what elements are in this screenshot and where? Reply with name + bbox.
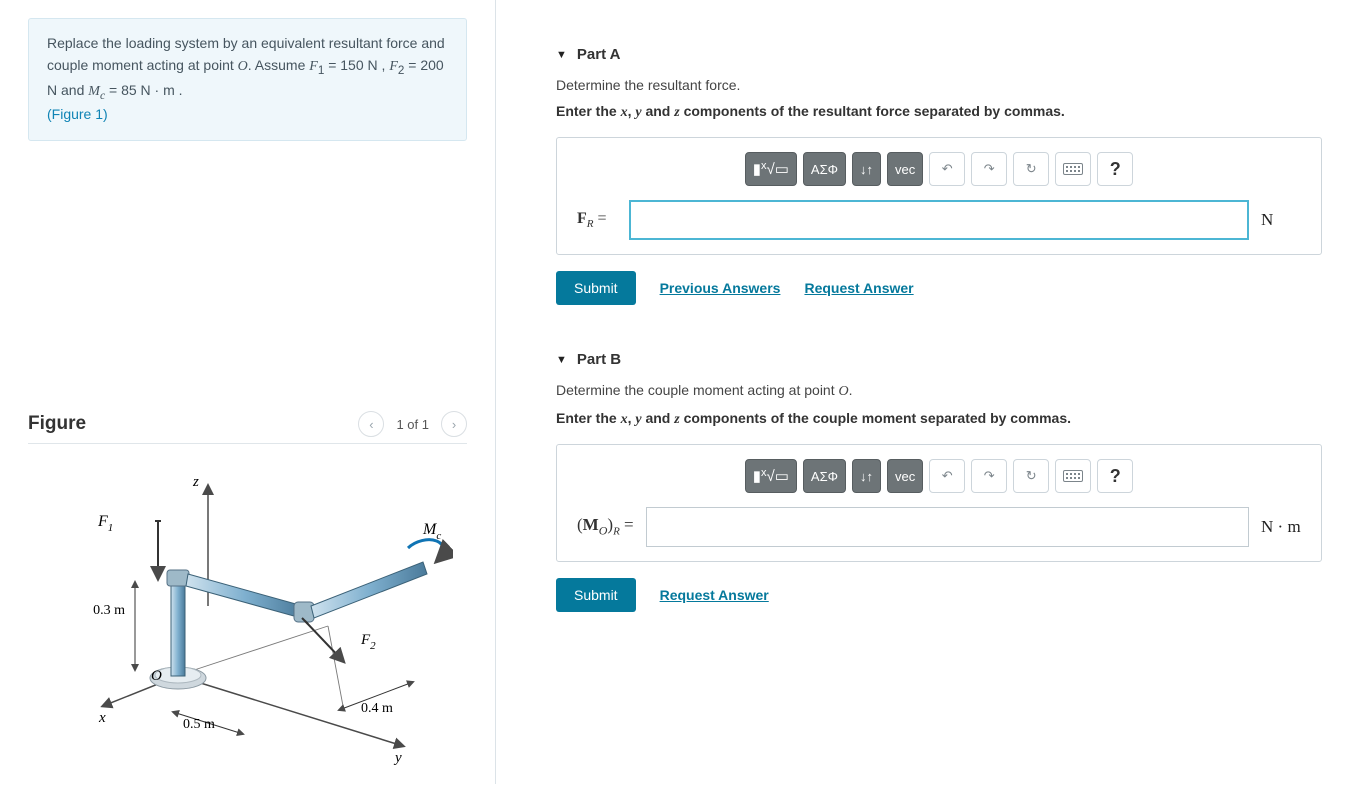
part-a-unit: N bbox=[1261, 210, 1301, 230]
svg-text:y: y bbox=[393, 750, 402, 766]
vec-button[interactable]: vec bbox=[887, 152, 923, 186]
part-a: ▼ Part A Determine the resultant force. … bbox=[496, 18, 1332, 323]
redo-button[interactable]: ↷ bbox=[971, 152, 1007, 186]
part-b-answer-input[interactable] bbox=[646, 507, 1249, 547]
part-b-unit: N · m bbox=[1261, 517, 1301, 537]
figure-canvas: z y x O bbox=[28, 466, 467, 766]
point-O: O bbox=[238, 59, 248, 74]
problem-statement: Replace the loading system by an equival… bbox=[28, 18, 467, 141]
help-button[interactable]: ? bbox=[1097, 152, 1133, 186]
keyboard-icon bbox=[1063, 470, 1083, 482]
svg-text:F2: F2 bbox=[360, 632, 376, 652]
reset-button[interactable]: ↻ bbox=[1013, 459, 1049, 493]
svg-text:0.5 m: 0.5 m bbox=[183, 717, 215, 732]
figure-section: Figure ‹ 1 of 1 › bbox=[28, 411, 467, 766]
help-button[interactable]: ? bbox=[1097, 459, 1133, 493]
svg-text:0.3 m: 0.3 m bbox=[93, 603, 125, 618]
part-a-title: Part A bbox=[577, 46, 621, 63]
svg-text:O: O bbox=[151, 668, 162, 684]
caret-down-icon: ▼ bbox=[556, 354, 567, 366]
figure-svg: z y x O bbox=[43, 466, 453, 766]
templates-button[interactable]: ▮x√▭ bbox=[745, 152, 797, 186]
subsup-button[interactable]: ↓↑ bbox=[852, 459, 881, 493]
figure-next-button[interactable]: › bbox=[441, 411, 467, 437]
part-b-description: Determine the couple moment acting at po… bbox=[556, 382, 1322, 400]
part-a-answer-box: ▮x√▭ ΑΣΦ ↓↑ vec ↶ ↷ ↻ ? FR = bbox=[556, 137, 1322, 255]
caret-down-icon: ▼ bbox=[556, 49, 567, 61]
figure-counter: 1 of 1 bbox=[390, 417, 435, 432]
part-a-submit-button[interactable]: Submit bbox=[556, 271, 636, 305]
undo-button[interactable]: ↶ bbox=[929, 152, 965, 186]
right-panel: ▼ Part A Determine the resultant force. … bbox=[495, 0, 1360, 784]
equation-toolbar-b: ▮x√▭ ΑΣΦ ↓↑ vec ↶ ↷ ↻ ? bbox=[571, 459, 1307, 493]
part-a-header[interactable]: ▼ Part A bbox=[556, 46, 1322, 63]
figure-prev-button[interactable]: ‹ bbox=[358, 411, 384, 437]
keyboard-button[interactable] bbox=[1055, 152, 1091, 186]
greek-button[interactable]: ΑΣΦ bbox=[803, 459, 846, 493]
figure-link[interactable]: (Figure 1) bbox=[47, 106, 108, 122]
greek-button[interactable]: ΑΣΦ bbox=[803, 152, 846, 186]
part-b-title: Part B bbox=[577, 351, 621, 368]
figure-nav: ‹ 1 of 1 › bbox=[358, 411, 467, 437]
vec-button[interactable]: vec bbox=[887, 459, 923, 493]
keyboard-icon bbox=[1063, 163, 1083, 175]
part-b-prompt: Enter the x, y and z components of the c… bbox=[556, 410, 1322, 428]
equation-toolbar-a: ▮x√▭ ΑΣΦ ↓↑ vec ↶ ↷ ↻ ? bbox=[571, 152, 1307, 186]
svg-text:z: z bbox=[192, 474, 199, 490]
left-panel: Replace the loading system by an equival… bbox=[0, 0, 495, 784]
subsup-button[interactable]: ↓↑ bbox=[852, 152, 881, 186]
redo-button[interactable]: ↷ bbox=[971, 459, 1007, 493]
part-b-submit-button[interactable]: Submit bbox=[556, 578, 636, 612]
svg-text:0.4 m: 0.4 m bbox=[361, 701, 393, 716]
part-b-answer-box: ▮x√▭ ΑΣΦ ↓↑ vec ↶ ↷ ↻ ? (MO)R = bbox=[556, 444, 1322, 562]
part-b: ▼ Part B Determine the couple moment act… bbox=[496, 323, 1332, 630]
part-a-description: Determine the resultant force. bbox=[556, 77, 1322, 93]
previous-answers-link[interactable]: Previous Answers bbox=[660, 280, 781, 296]
reset-button[interactable]: ↻ bbox=[1013, 152, 1049, 186]
svg-text:F1: F1 bbox=[97, 513, 113, 534]
svg-text:x: x bbox=[98, 710, 106, 726]
part-a-variable: FR = bbox=[577, 210, 617, 230]
request-answer-link-b[interactable]: Request Answer bbox=[660, 587, 769, 603]
keyboard-button[interactable] bbox=[1055, 459, 1091, 493]
part-b-header[interactable]: ▼ Part B bbox=[556, 351, 1322, 368]
figure-title: Figure bbox=[28, 413, 86, 435]
request-answer-link-a[interactable]: Request Answer bbox=[804, 280, 913, 296]
undo-button[interactable]: ↶ bbox=[929, 459, 965, 493]
part-b-variable: (MO)R = bbox=[577, 515, 634, 538]
part-a-answer-input[interactable] bbox=[629, 200, 1249, 240]
templates-button[interactable]: ▮x√▭ bbox=[745, 459, 797, 493]
part-a-prompt: Enter the x, y and z components of the r… bbox=[556, 103, 1322, 121]
